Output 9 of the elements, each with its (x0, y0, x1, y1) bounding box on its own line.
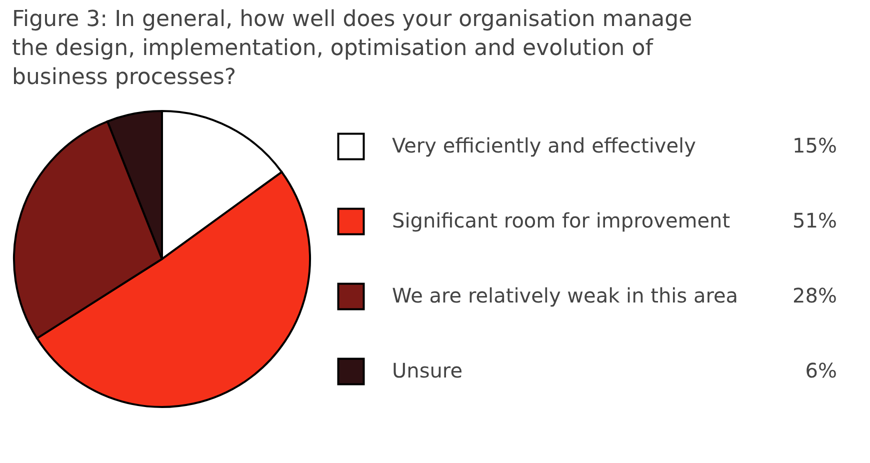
data-label: 51% (792, 208, 837, 232)
data-label: 15% (792, 134, 837, 158)
legend-label: We are relatively weak in this area (392, 284, 738, 308)
legend-label: Very efficiently and effectively (392, 134, 696, 158)
data-label: 6% (805, 358, 837, 382)
chart-title: Figure 3: In general, how well does your organisation manage the design, implementation, optimisation and evolution of business processes? (12, 7, 692, 90)
data-label: 28% (792, 284, 837, 308)
legend-label: Significant room for improvement (392, 208, 730, 232)
legend-label: Unsure (392, 358, 462, 382)
